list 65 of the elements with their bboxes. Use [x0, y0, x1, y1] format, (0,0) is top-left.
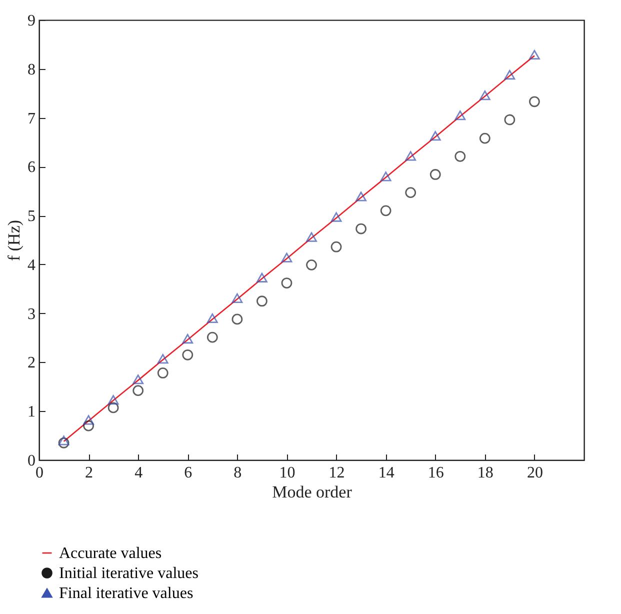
point [108, 395, 119, 405]
point [330, 241, 342, 252]
point [430, 131, 441, 141]
y-tick-label: 2 [28, 354, 36, 372]
x-tick-label: 2 [85, 464, 94, 482]
legend-label: Final iterative values [59, 585, 194, 602]
point [430, 169, 441, 180]
point [380, 172, 392, 182]
point [256, 296, 268, 307]
point [454, 110, 466, 120]
x-tick-label: 12 [328, 464, 345, 482]
point [479, 90, 490, 100]
y-tick-label: 3 [28, 306, 36, 323]
legend-label: Accurate values [59, 545, 162, 562]
x-axis-title: Mode order [272, 482, 352, 502]
y-tick-label: 4 [28, 256, 36, 274]
point [405, 187, 416, 198]
point [206, 313, 218, 324]
point [529, 96, 540, 108]
x-tick-label: 20 [526, 464, 543, 482]
point [281, 252, 292, 262]
x-tick-label: 4 [134, 464, 143, 482]
point [58, 437, 70, 448]
legend-label: Initial iterative values [59, 565, 198, 582]
y-tick-label: 8 [28, 61, 36, 78]
x-tick-label: 18 [477, 464, 494, 482]
y-tick-label: 1 [28, 404, 36, 421]
point [330, 212, 342, 222]
point [306, 260, 317, 270]
point [256, 272, 268, 282]
y-tick-label: 0 [28, 452, 36, 470]
point [58, 436, 70, 446]
x-tick-label: 6 [184, 464, 192, 482]
point [83, 420, 94, 432]
point [232, 293, 243, 303]
y-tick-label: 7 [28, 110, 36, 128]
y-tick-label: 6 [28, 159, 36, 176]
point [206, 332, 218, 343]
point [454, 150, 466, 162]
x-tick-label: 16 [428, 464, 444, 482]
y-tick-label: 9 [28, 12, 36, 30]
point [157, 368, 168, 378]
point [356, 192, 366, 202]
point [504, 114, 516, 126]
x-tick-label: 10 [279, 464, 296, 482]
point [182, 334, 194, 344]
point [232, 314, 243, 325]
point [405, 151, 416, 161]
y-tick-label: 5 [28, 208, 36, 226]
point [108, 402, 119, 414]
point [83, 415, 94, 425]
point [504, 70, 516, 80]
point [380, 205, 392, 216]
x-tick-label: 14 [378, 464, 394, 482]
point [306, 232, 317, 242]
y-axis-title: f (Hz) [4, 220, 24, 262]
point [529, 50, 540, 60]
point [356, 223, 366, 234]
point [182, 349, 194, 360]
x-tick-label: 8 [234, 464, 242, 482]
point [157, 354, 168, 364]
point [479, 132, 490, 144]
point [132, 385, 144, 396]
point [281, 278, 292, 288]
point [132, 374, 144, 384]
